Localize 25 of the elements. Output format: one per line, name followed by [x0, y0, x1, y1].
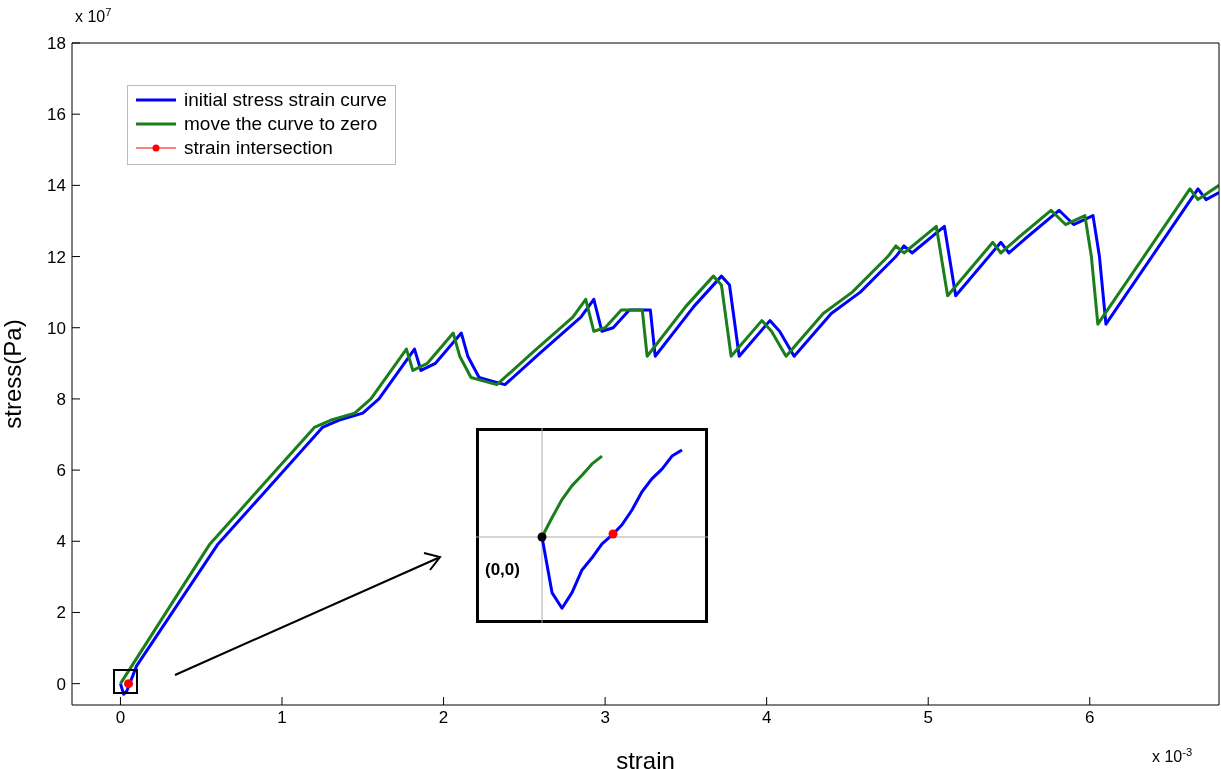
y-tick-label: 0 — [56, 674, 66, 694]
text: x 10$^{7}$ — [75, 6, 112, 25]
text: x 10$^{-3}$ — [1152, 746, 1193, 765]
x-tick-label: 6 — [1085, 708, 1095, 728]
y-tick-label: 14 — [47, 176, 66, 196]
legend-label: strain intersection — [184, 137, 333, 159]
y-tick-label: 12 — [47, 247, 66, 267]
x-tick-label: 5 — [923, 708, 933, 728]
x-tick-label: 2 — [438, 708, 449, 728]
annotation: (0,0) — [485, 560, 520, 579]
y-tick-label: 2 — [56, 603, 66, 623]
y-tick-label: 6 — [56, 461, 66, 481]
y-tick-label: 4 — [56, 532, 66, 552]
y-axis-title: stress(Pa) — [0, 319, 26, 429]
y-tick-label: 8 — [56, 389, 66, 409]
x-tick-label: 0 — [115, 708, 126, 728]
legend-label: initial stress strain curve — [184, 89, 387, 111]
x-axis-title: strain — [616, 747, 675, 769]
legend-label: move the curve to zero — [184, 113, 378, 135]
x-tick-label: 3 — [600, 708, 610, 728]
x-tick-label: 1 — [277, 708, 287, 728]
x-tick-label: 4 — [761, 708, 772, 728]
y-tick-label: 18 — [47, 34, 66, 54]
y-tick-label: 16 — [47, 105, 66, 125]
y-tick-label: 10 — [47, 318, 66, 338]
